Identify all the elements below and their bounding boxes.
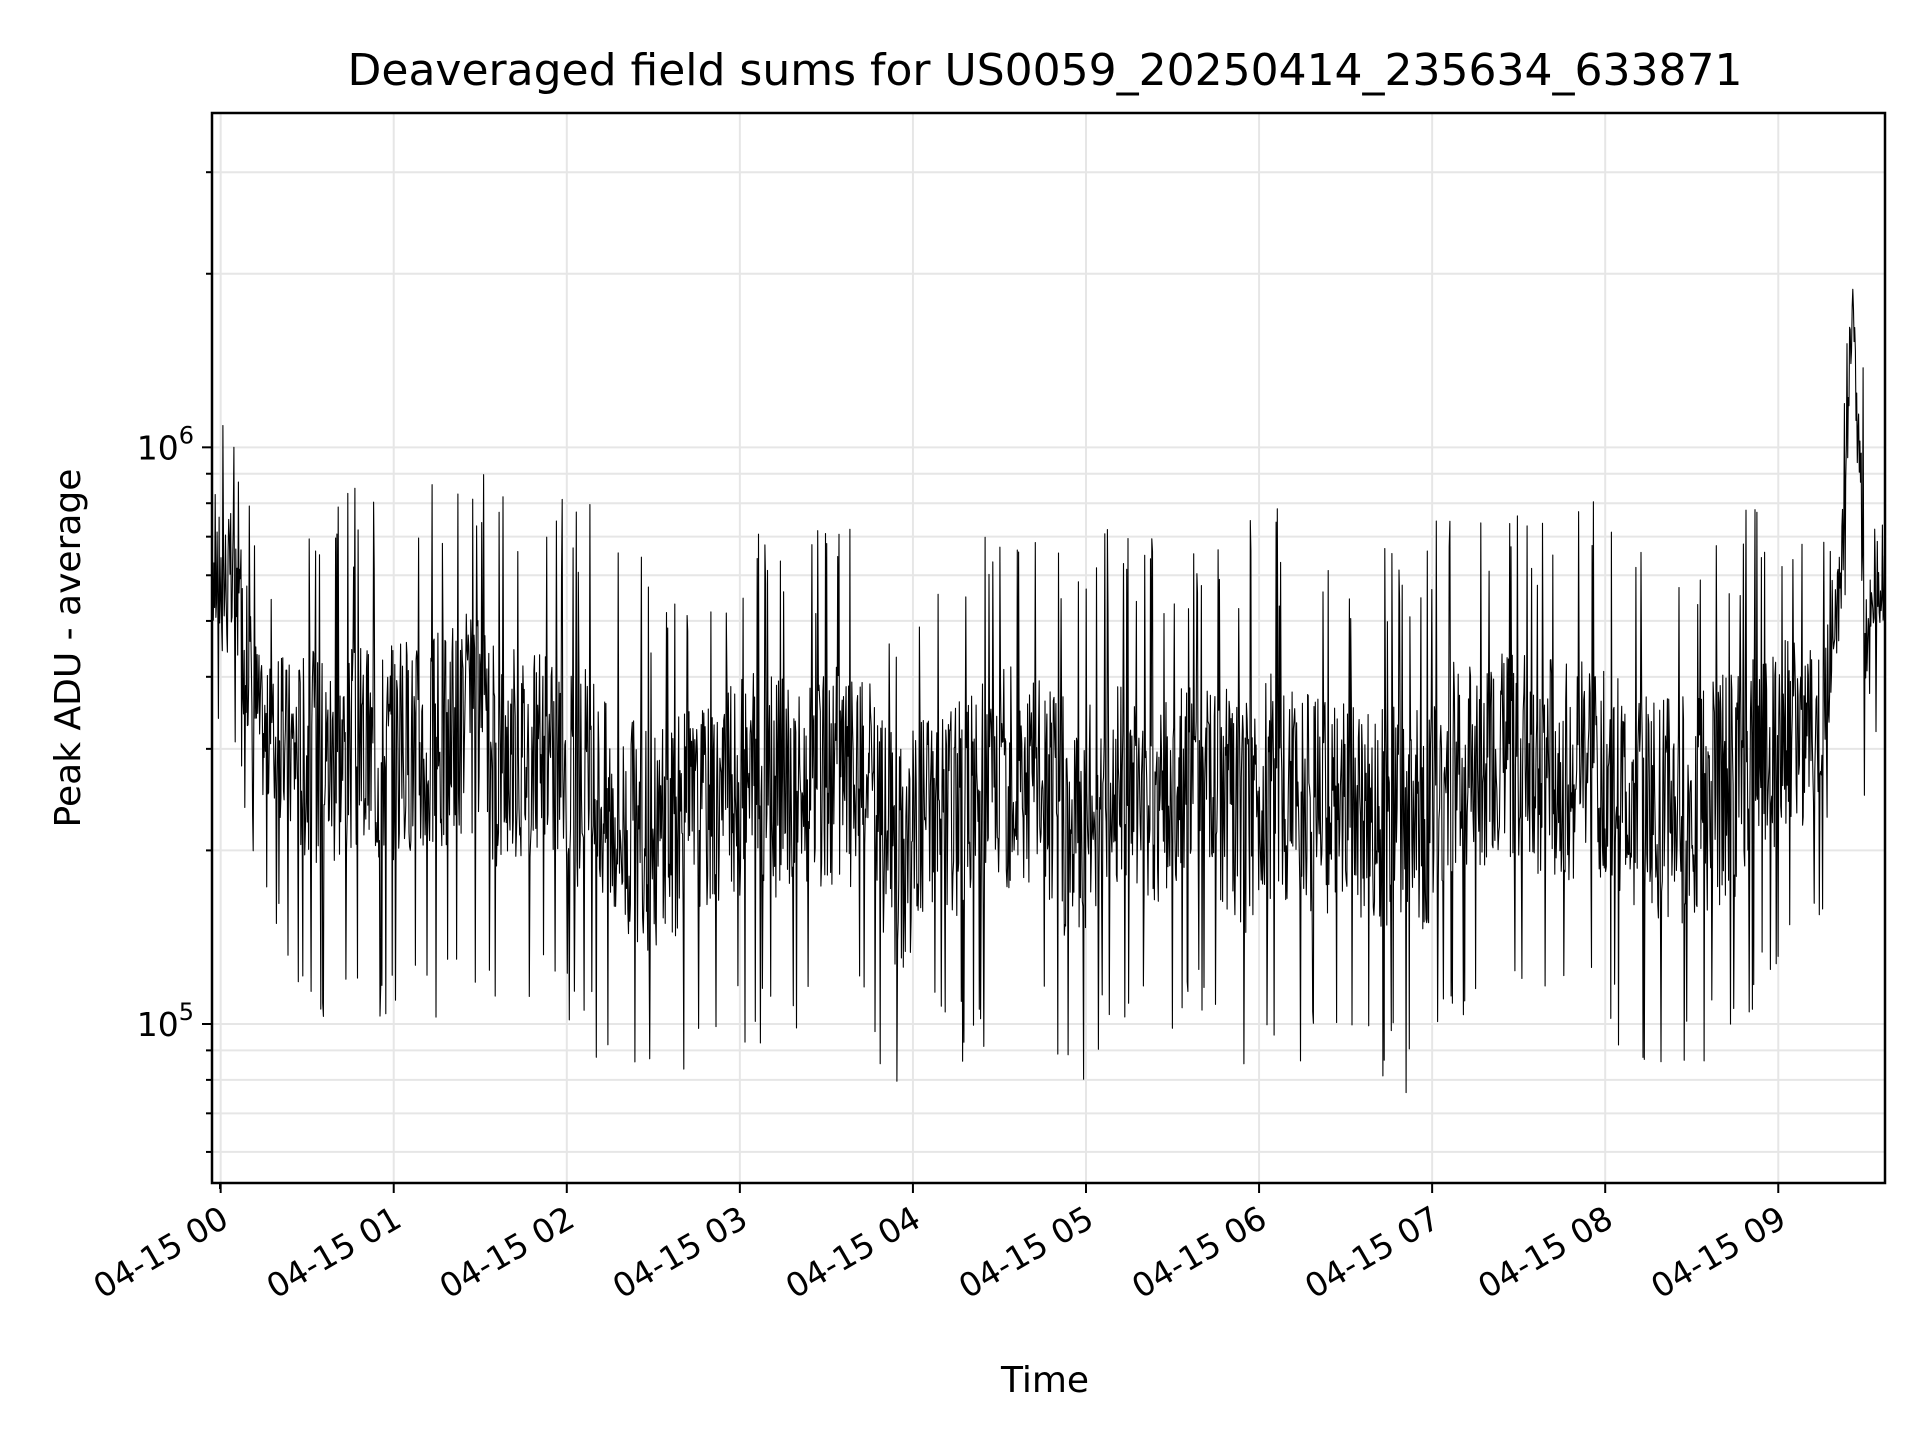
data-line-layer <box>211 288 1886 1094</box>
x-tick-label: 04-15 03 <box>606 1198 754 1306</box>
y-tick-label: 106 <box>137 421 194 467</box>
x-axis-label: Time <box>1000 1360 1089 1401</box>
series-line <box>211 288 1886 1094</box>
x-axis: 04-15 00 04-15 01 04-15 02 04-15 03 04-15 04… <box>87 1183 1792 1306</box>
x-tick-label: 04-15 04 <box>779 1198 927 1306</box>
y-tick-label: 105 <box>137 998 194 1044</box>
plot-frame <box>210 111 1887 1185</box>
x-tick-label: 04-15 05 <box>952 1198 1100 1306</box>
y-axis: 105 106 <box>137 171 212 1153</box>
x-tick-label: 04-15 08 <box>1471 1198 1619 1306</box>
y-axis-label: Peak ADU - average <box>48 469 89 828</box>
x-tick-label: 04-15 01 <box>260 1198 408 1306</box>
x-tick-label: 04-15 00 <box>87 1198 235 1306</box>
grid-lines <box>212 113 1885 1183</box>
chart-title: Deaveraged field sums for US0059_2025041… <box>348 45 1743 96</box>
x-tick-label: 04-15 07 <box>1298 1198 1446 1306</box>
x-tick-label: 04-15 02 <box>433 1198 581 1306</box>
x-tick-label: 04-15 09 <box>1644 1198 1792 1306</box>
x-tick-label: 04-15 06 <box>1125 1198 1273 1306</box>
